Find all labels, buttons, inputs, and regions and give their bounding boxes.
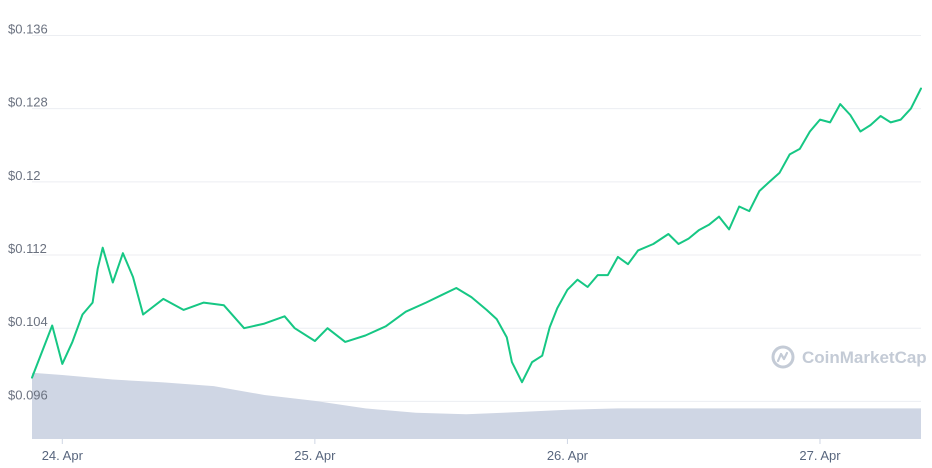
x-tick-label: 26. Apr: [547, 448, 589, 463]
watermark-text: CoinMarketCap: [802, 348, 927, 367]
x-tick-label: 25. Apr: [294, 448, 336, 463]
volume-area-layer: [32, 372, 921, 438]
x-tick-label: 24. Apr: [42, 448, 84, 463]
y-tick-label: $0.136: [8, 21, 48, 36]
y-axis-ticks: $0.136 $0.128 $0.12 $0.112 $0.104 $0.096: [8, 21, 48, 402]
y-tick-label: $0.104: [8, 314, 48, 329]
coinmarketcap-logo-icon: [771, 345, 795, 369]
price-series-layer: [31, 87, 922, 384]
watermark: CoinMarketCap: [771, 345, 927, 369]
x-tick-label: 27. Apr: [799, 448, 841, 463]
y-tick-label: $0.096: [8, 387, 48, 402]
price-line-series: [31, 87, 922, 384]
y-tick-label: $0.12: [8, 168, 41, 183]
volume-area: [32, 372, 921, 438]
y-tick-label: $0.128: [8, 95, 48, 110]
y-tick-label: $0.112: [8, 241, 47, 256]
grid-lines: [32, 34, 921, 439]
